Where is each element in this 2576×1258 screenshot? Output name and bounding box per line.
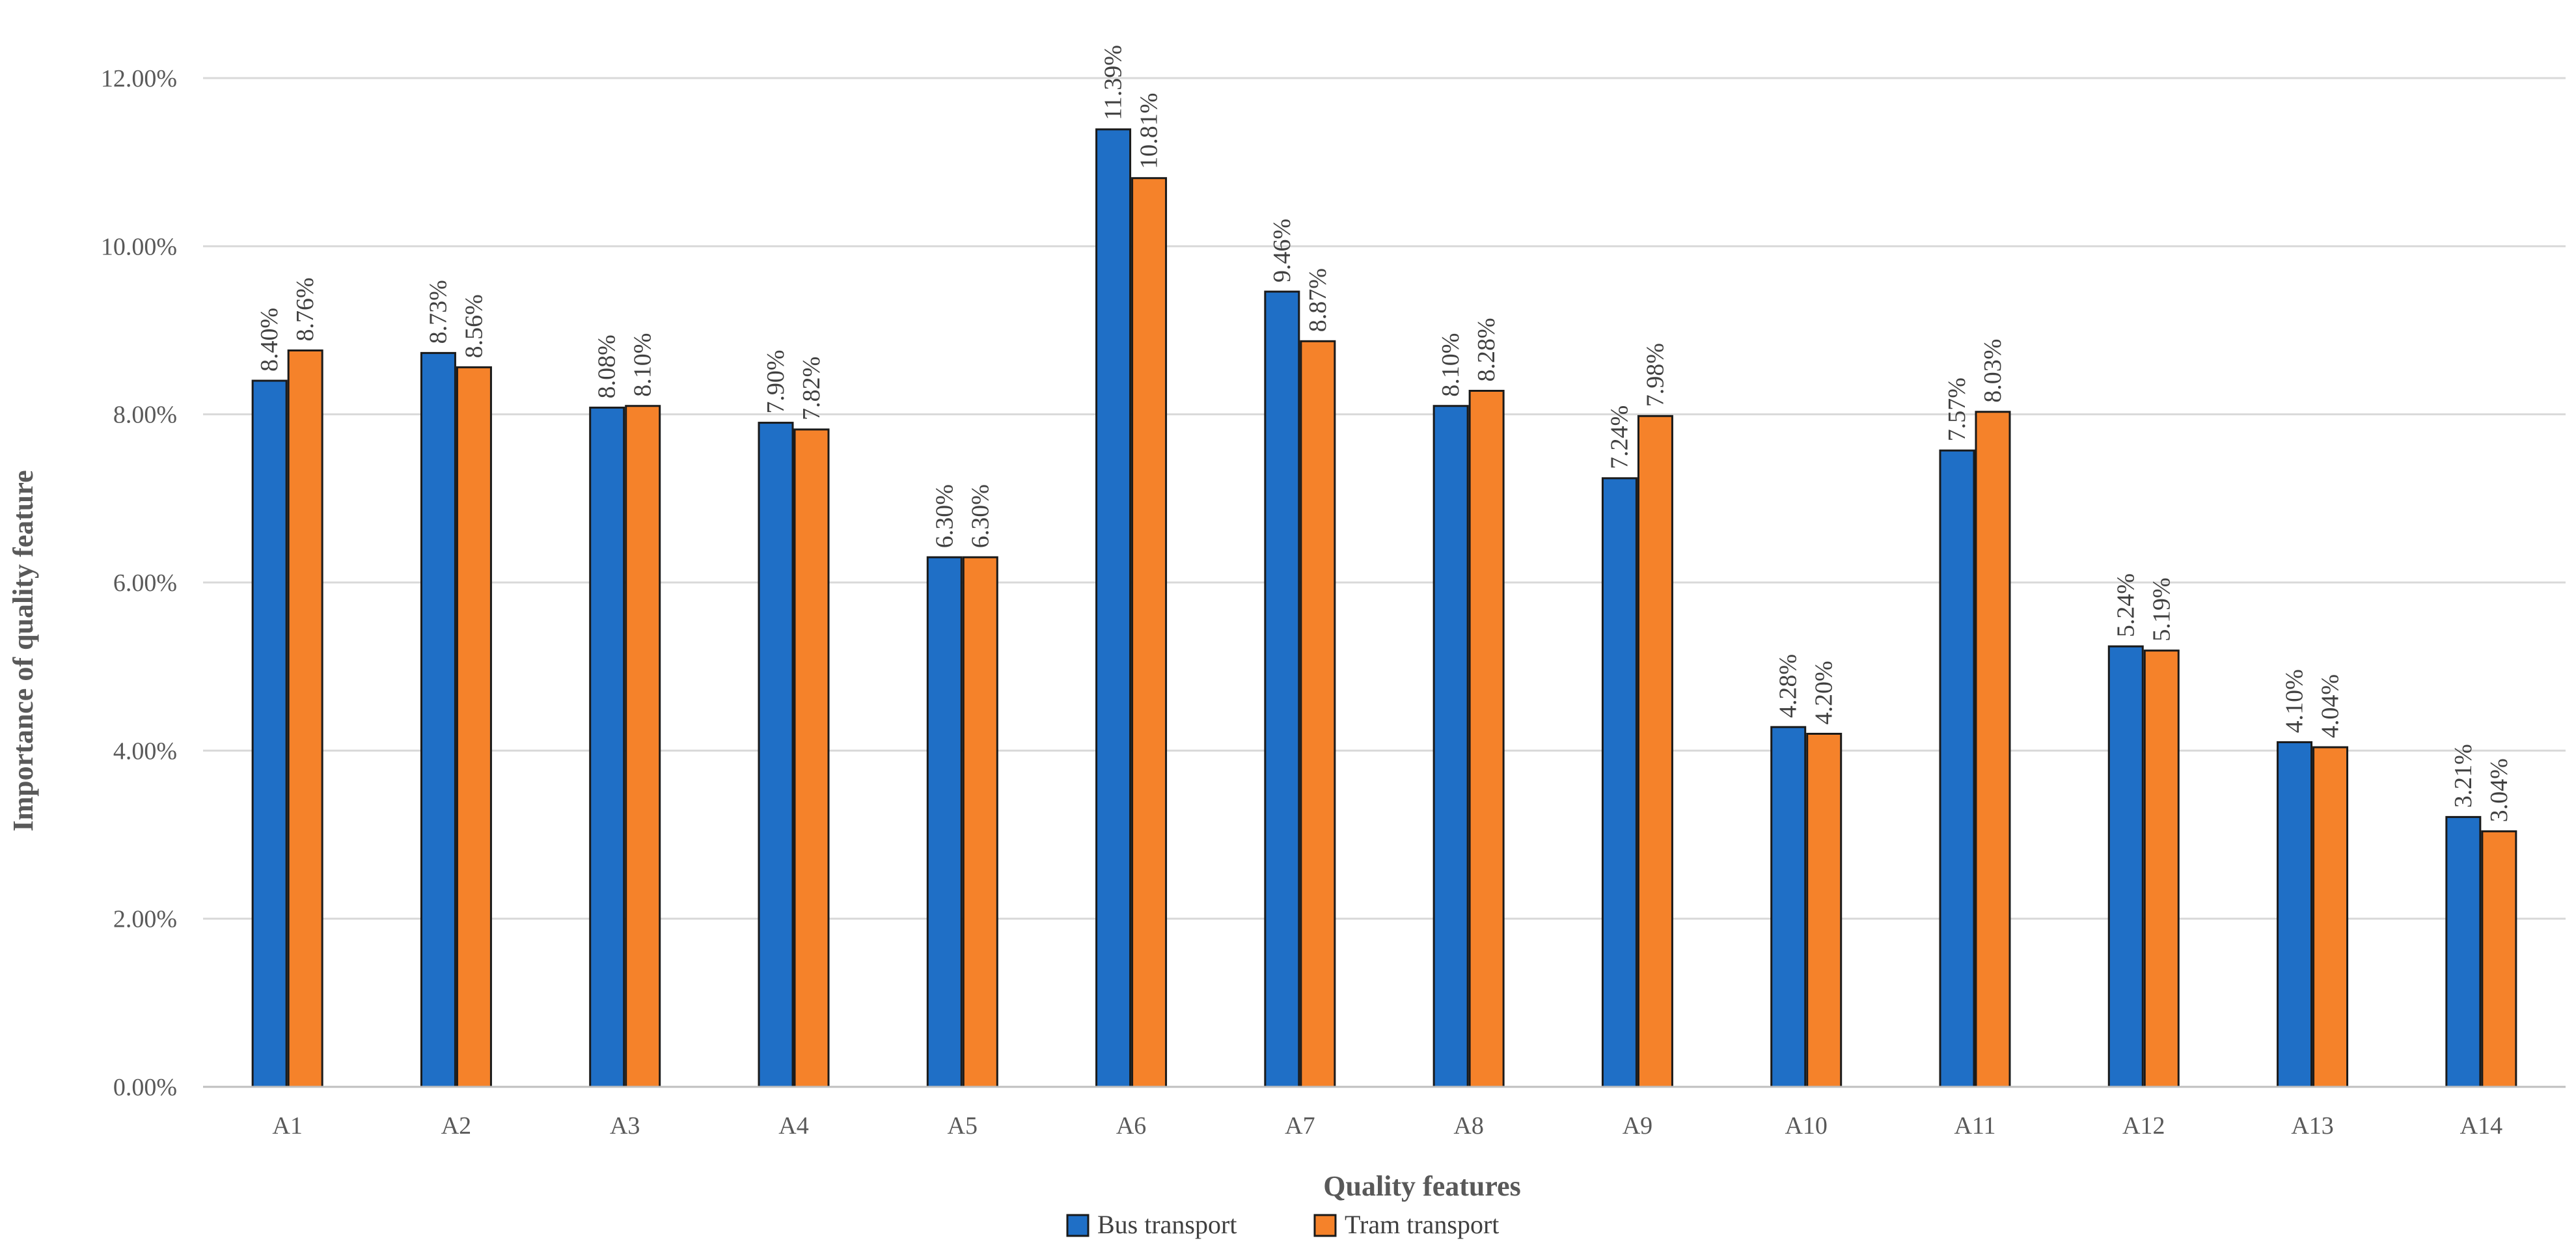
data-label-tram-a8: 8.28% xyxy=(1473,318,1500,381)
bar-tram-a10 xyxy=(1806,733,1843,1088)
bar-bus-a7 xyxy=(1264,290,1300,1088)
data-label-tram-a5: 6.30% xyxy=(966,484,994,548)
bar-tram-a7 xyxy=(1300,340,1336,1088)
bar-bus-a12 xyxy=(2107,645,2144,1088)
data-label-bus-a6: 11.39% xyxy=(1100,45,1127,120)
data-label-tram-a2: 8.56% xyxy=(460,294,487,358)
bar-bus-a8 xyxy=(1432,405,1469,1088)
data-label-tram-a3: 8.10% xyxy=(629,333,657,397)
bar-tram-a1 xyxy=(287,349,323,1088)
legend-label-tram: Tram transport xyxy=(1345,1210,1499,1239)
legend-swatch-tram xyxy=(1313,1214,1337,1237)
x-tick-label: A10 xyxy=(1785,1112,1827,1140)
bar-tram-a4 xyxy=(793,428,830,1088)
x-tick-label: A8 xyxy=(1453,1112,1483,1140)
data-label-bus-a13: 4.10% xyxy=(2281,669,2309,733)
y-tick-label: 2.00% xyxy=(113,906,177,933)
data-label-bus-a12: 5.24% xyxy=(2112,573,2139,637)
bar-tram-a3 xyxy=(625,405,661,1088)
data-label-tram-a13: 4.04% xyxy=(2317,674,2344,738)
bar-tram-a5 xyxy=(962,556,998,1088)
data-label-tram-a12: 5.19% xyxy=(2148,577,2175,641)
bar-tram-a14 xyxy=(2481,830,2517,1088)
data-label-bus-a3: 8.08% xyxy=(594,335,621,398)
x-tick-label: A6 xyxy=(1116,1112,1146,1140)
data-label-bus-a11: 7.57% xyxy=(1943,377,1971,441)
data-label-bus-a8: 8.10% xyxy=(1437,333,1464,397)
y-tick-label: 10.00% xyxy=(101,233,177,260)
bar-bus-a1 xyxy=(251,379,288,1088)
data-label-bus-a1: 8.40% xyxy=(256,308,283,372)
data-label-tram-a10: 4.20% xyxy=(1811,661,1838,724)
legend-swatch-bus xyxy=(1066,1214,1089,1237)
y-tick-label: 12.00% xyxy=(101,65,177,92)
data-label-bus-a5: 6.30% xyxy=(931,484,958,548)
x-tick-label: A11 xyxy=(1954,1112,1995,1140)
x-tick-label: A2 xyxy=(441,1112,471,1140)
y-tick-label: 6.00% xyxy=(113,569,177,597)
x-tick-label: A4 xyxy=(778,1112,808,1140)
y-axis: 0.00% 2.00% 4.00% 6.00% 8.00% 10.00% 12.00% xyxy=(101,65,177,1101)
bar-bus-a13 xyxy=(2277,741,2313,1088)
data-label-tram-a14: 3.04% xyxy=(2486,758,2513,822)
data-label-tram-a11: 8.03% xyxy=(1979,339,2007,403)
bar-bus-a14 xyxy=(2445,815,2482,1088)
bar-bus-a6 xyxy=(1095,128,1132,1088)
x-tick-label: A9 xyxy=(1623,1112,1652,1140)
x-tick-label: A13 xyxy=(2291,1112,2333,1140)
bar-bus-a4 xyxy=(758,422,794,1088)
y-tick-label: 8.00% xyxy=(113,402,177,429)
gridlines xyxy=(203,77,2566,920)
x-axis-title: Quality features xyxy=(1323,1170,1521,1202)
data-label-bus-a9: 7.24% xyxy=(1606,405,1633,469)
bar-tram-a12 xyxy=(2143,650,2180,1088)
x-tick-label: A3 xyxy=(610,1112,640,1140)
x-tick-label: A14 xyxy=(2460,1112,2502,1140)
y-tick-label: 4.00% xyxy=(113,737,177,765)
data-label-bus-a10: 4.28% xyxy=(1775,654,1802,718)
x-tick-label: A1 xyxy=(272,1112,302,1140)
bar-tram-a6 xyxy=(1131,177,1168,1088)
data-label-tram-a7: 8.87% xyxy=(1304,268,1332,332)
x-axis: A1 A2 A3 A4 A5 A6 A7 A8 A9 A10 A11 A12 A13 A14 xyxy=(203,1086,2566,1140)
bars xyxy=(251,128,2517,1088)
data-labels: 8.40% 8.76% 8.73% 8.56% 8.08% 8.10% 7.90% 7.82%… xyxy=(256,45,2513,822)
legend: Bus transport Tram transport xyxy=(1066,1210,1499,1239)
data-label-bus-a2: 8.73% xyxy=(424,280,452,344)
data-label-tram-a1: 8.76% xyxy=(292,277,319,341)
bar-tram-a11 xyxy=(1975,411,2011,1088)
data-label-tram-a4: 7.82% xyxy=(798,357,825,420)
bar-bus-a10 xyxy=(1770,726,1807,1088)
bar-tram-a8 xyxy=(1468,390,1505,1088)
data-label-bus-a4: 7.90% xyxy=(762,349,789,413)
data-label-bus-a14: 3.21% xyxy=(2450,744,2477,808)
y-tick-label: 0.00% xyxy=(113,1074,177,1101)
y-axis-title: Importance of quality feature xyxy=(7,470,39,831)
bar-tram-a2 xyxy=(456,366,492,1088)
data-label-bus-a7: 9.46% xyxy=(1268,219,1296,282)
bar-tram-a13 xyxy=(2312,746,2349,1088)
bar-bus-a11 xyxy=(1939,449,1975,1088)
legend-label-bus: Bus transport xyxy=(1097,1210,1237,1239)
bar-bus-a3 xyxy=(589,406,625,1088)
data-label-tram-a9: 7.98% xyxy=(1641,343,1669,407)
bar-bus-a5 xyxy=(926,556,963,1088)
bar-bus-a2 xyxy=(420,351,456,1088)
x-tick-label: A12 xyxy=(2122,1112,2165,1140)
x-tick-label: A7 xyxy=(1285,1112,1315,1140)
bar-tram-a9 xyxy=(1637,415,1673,1088)
bar-bus-a9 xyxy=(1601,477,1637,1088)
x-tick-label: A5 xyxy=(948,1112,978,1140)
data-label-tram-a6: 10.81% xyxy=(1136,93,1163,169)
